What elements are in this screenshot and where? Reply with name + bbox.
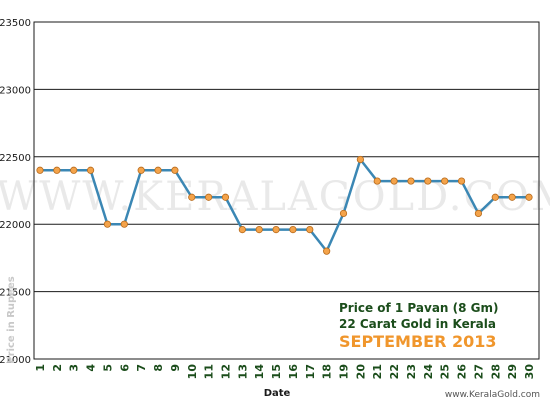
x-tick-label: 30 — [523, 364, 536, 380]
x-tick-label: 27 — [472, 364, 485, 379]
y-tick-label: 23000 — [0, 85, 31, 96]
data-point — [407, 177, 415, 185]
x-tick-label: 16 — [287, 364, 300, 380]
y-tick-label: 21000 — [0, 355, 31, 366]
data-point — [221, 193, 230, 201]
data-point — [137, 166, 145, 174]
x-tick-label: 26 — [456, 364, 469, 380]
x-tick-label: 6 — [118, 364, 131, 372]
y-axis-label: Price in Rupees — [6, 276, 17, 363]
x-tick-label: 14 — [253, 364, 266, 380]
data-point — [474, 209, 483, 218]
data-point — [36, 166, 44, 174]
x-tick-label: 7 — [135, 364, 148, 372]
annotation-month: SEPTEMBER 2013 — [339, 332, 497, 351]
data-point — [306, 225, 314, 234]
data-point — [272, 225, 280, 234]
x-tick-label: 18 — [321, 364, 334, 379]
y-tick-label: 23500 — [0, 18, 31, 29]
annotation-line-1: Price of 1 Pavan (8 Gm) — [339, 301, 499, 315]
x-tick-label: 21 — [371, 364, 384, 379]
y-tick-label: 21500 — [0, 288, 31, 299]
x-tick-label: 24 — [422, 364, 435, 380]
x-tick-label: 11 — [203, 364, 216, 379]
x-tick-label: 10 — [186, 364, 199, 380]
x-tick-label: 17 — [304, 364, 317, 379]
x-tick-label: 9 — [169, 364, 182, 372]
x-tick-label: 23 — [405, 364, 418, 379]
watermark: WWW.KERALAGOLD.COM — [0, 174, 550, 220]
data-point — [255, 225, 263, 234]
site-credit: www.KeralaGold.com — [445, 390, 540, 400]
data-point — [390, 177, 398, 185]
data-point — [238, 225, 246, 234]
data-point — [373, 177, 381, 185]
x-tick-labels: 1 2 3 4 5 6 7 8 9 10 11 12 13 14 15 16 17 18 19 20 21 22 23 24 2… — [34, 364, 536, 380]
annotation-line-2: 22 Carat Gold in Kerala — [339, 317, 496, 331]
data-point — [508, 193, 516, 201]
data-point — [154, 166, 162, 174]
data-point — [441, 177, 449, 185]
x-axis-label: Date — [264, 388, 291, 399]
x-tick-label: 25 — [439, 364, 452, 379]
x-tick-label: 19 — [338, 364, 351, 379]
series-layer — [36, 155, 533, 255]
data-point — [525, 193, 533, 201]
x-tick-label: 3 — [68, 364, 81, 372]
x-tick-label: 20 — [354, 364, 367, 380]
data-point — [323, 247, 331, 255]
data-point — [289, 225, 297, 234]
data-point — [424, 177, 432, 185]
x-tick-label: 28 — [489, 364, 502, 379]
x-tick-label: 8 — [152, 364, 165, 372]
data-point — [70, 166, 78, 174]
y-tick-label: 22500 — [0, 153, 31, 164]
data-point — [356, 155, 364, 164]
y-tick-labels: 21000 21500 22000 22500 23000 23500 — [0, 18, 31, 366]
x-tick-label: 4 — [85, 364, 98, 372]
plot-frame — [33, 21, 540, 360]
x-tick-label: 1 — [34, 364, 47, 372]
x-tick-label: 5 — [101, 364, 114, 372]
data-point — [188, 193, 196, 201]
y-tick-label: 22000 — [0, 220, 31, 231]
x-tick-label: 2 — [51, 364, 64, 372]
data-point — [457, 177, 466, 185]
x-tick-label: 29 — [506, 364, 519, 379]
x-tick-label: 13 — [236, 364, 249, 379]
data-point — [491, 193, 499, 201]
x-tick-label: 22 — [388, 364, 401, 379]
data-point — [339, 209, 348, 218]
x-tick-label: 15 — [270, 364, 283, 379]
data-point — [53, 166, 61, 174]
data-point — [120, 220, 128, 228]
data-point — [103, 220, 112, 228]
x-tick-label: 12 — [219, 364, 232, 379]
data-point — [205, 193, 213, 201]
data-point — [86, 166, 95, 174]
data-point — [171, 166, 179, 174]
